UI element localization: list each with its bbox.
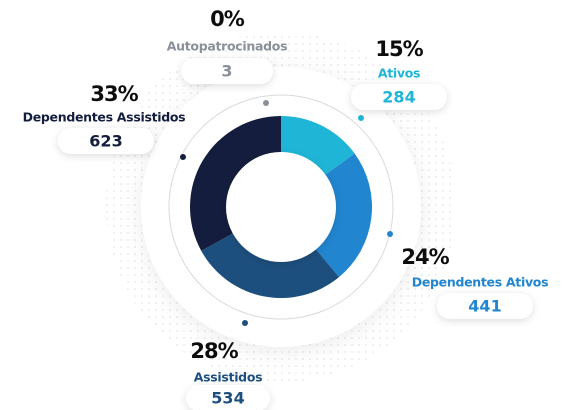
percent-label: 15% bbox=[375, 37, 423, 61]
percent-label: 28% bbox=[190, 339, 238, 363]
donut-hole bbox=[226, 152, 336, 262]
count-pill bbox=[437, 293, 533, 319]
callout-dot bbox=[263, 100, 269, 106]
category-label: Autopatrocinados bbox=[167, 39, 287, 54]
category-label: Dependentes Ativos bbox=[412, 275, 548, 290]
callout-dot bbox=[242, 320, 248, 326]
count-pill bbox=[58, 128, 154, 154]
donut-slice bbox=[189, 116, 281, 251]
count-label: 441 bbox=[468, 297, 501, 316]
callout-dot bbox=[387, 231, 393, 237]
count-label: 3 bbox=[221, 62, 232, 81]
category-label: Assistidos bbox=[194, 370, 263, 385]
donut-slice bbox=[281, 116, 355, 177]
category-label: Ativos bbox=[378, 66, 420, 81]
orbit-ring bbox=[168, 94, 394, 320]
count-pill bbox=[181, 58, 273, 84]
callout-dot bbox=[358, 115, 364, 121]
donut-slice bbox=[201, 232, 340, 299]
percent-label: 24% bbox=[401, 245, 449, 269]
percent-label: 33% bbox=[90, 82, 138, 106]
count-pill bbox=[186, 385, 270, 410]
count-label: 623 bbox=[89, 132, 122, 151]
count-label: 284 bbox=[382, 88, 415, 107]
count-pill bbox=[351, 84, 447, 110]
percent-label: 0% bbox=[210, 7, 245, 31]
callout-dot bbox=[180, 154, 186, 160]
count-label: 534 bbox=[211, 389, 244, 408]
category-label: Dependentes Assistidos bbox=[23, 110, 186, 125]
